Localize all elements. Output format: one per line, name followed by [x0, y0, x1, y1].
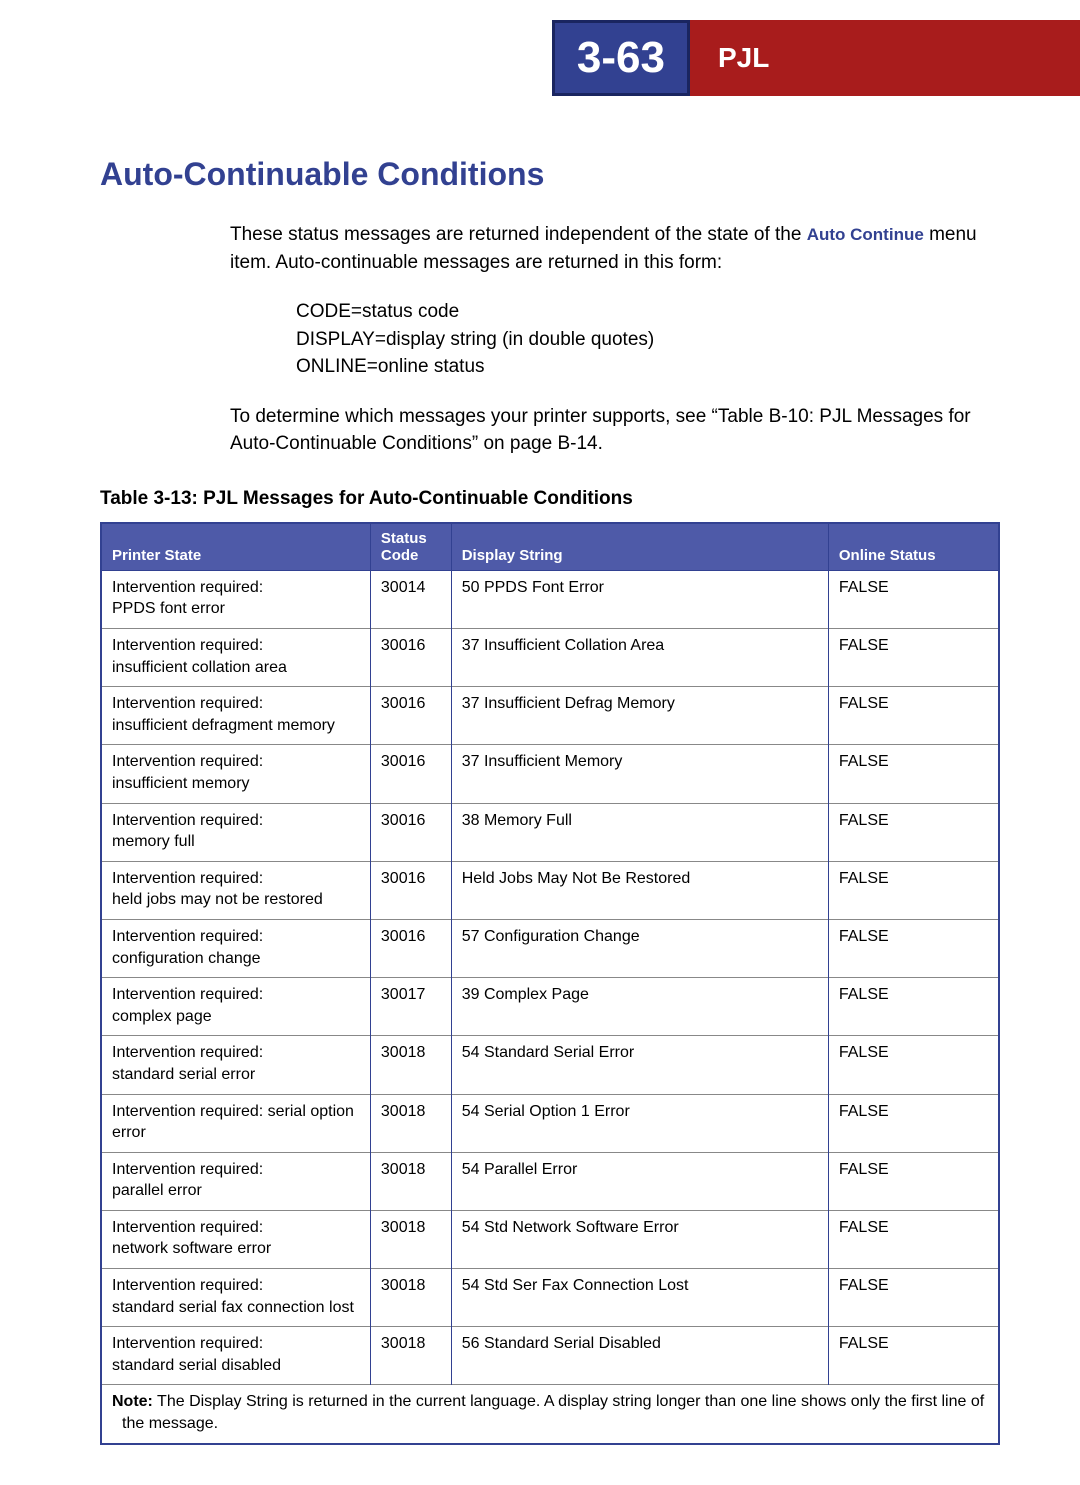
cell-status-code: 30016	[370, 803, 451, 861]
cell-display-string: 54 Serial Option 1 Error	[451, 1094, 828, 1152]
cell-online-status: FALSE	[828, 803, 999, 861]
cell-printer-state: Intervention required:standard serial di…	[101, 1327, 370, 1385]
cell-online-status: FALSE	[828, 1269, 999, 1327]
note-label: Note:	[112, 1393, 153, 1410]
col-header-online-status: Online Status	[828, 523, 999, 571]
table-row: Intervention required:memory full3001638…	[101, 803, 999, 861]
cell-status-code: 30018	[370, 1094, 451, 1152]
cell-display-string: 37 Insufficient Collation Area	[451, 629, 828, 687]
cell-display-string: 37 Insufficient Memory	[451, 745, 828, 803]
cell-status-code: 30018	[370, 1036, 451, 1094]
pjl-messages-table: Printer State Status Code Display String…	[100, 522, 1000, 1445]
table-caption: Table 3-13: PJL Messages for Auto-Contin…	[100, 488, 1000, 510]
cell-display-string: 54 Parallel Error	[451, 1152, 828, 1210]
cell-display-string: 38 Memory Full	[451, 803, 828, 861]
cell-printer-state: Intervention required: serial option err…	[101, 1094, 370, 1152]
col-header-status-code: Status Code	[370, 523, 451, 571]
col-header-printer-state: Printer State	[101, 523, 370, 571]
section-label: PJL	[718, 42, 769, 74]
cell-online-status: FALSE	[828, 1094, 999, 1152]
cell-online-status: FALSE	[828, 1210, 999, 1268]
note-line2: the message.	[112, 1413, 988, 1435]
table-row: Intervention required:insufficient colla…	[101, 629, 999, 687]
intro-paragraph-1: These status messages are returned indep…	[230, 221, 1000, 276]
table-row: Intervention required:standard serial fa…	[101, 1269, 999, 1327]
cell-status-code: 30016	[370, 745, 451, 803]
cell-online-status: FALSE	[828, 861, 999, 919]
intro-block: These status messages are returned indep…	[230, 221, 1000, 458]
cell-printer-state: Intervention required:complex page	[101, 978, 370, 1036]
cell-display-string: 39 Complex Page	[451, 978, 828, 1036]
table-header-row: Printer State Status Code Display String…	[101, 523, 999, 571]
cell-printer-state: Intervention required:configuration chan…	[101, 919, 370, 977]
cell-online-status: FALSE	[828, 629, 999, 687]
cell-display-string: 54 Std Network Software Error	[451, 1210, 828, 1268]
cell-status-code: 30018	[370, 1327, 451, 1385]
table-row: Intervention required:complex page300173…	[101, 978, 999, 1036]
auto-continue-link[interactable]: Auto Continue	[807, 225, 924, 244]
cell-status-code: 30016	[370, 629, 451, 687]
table-row: Intervention required:configuration chan…	[101, 919, 999, 977]
cell-printer-state: Intervention required:network software e…	[101, 1210, 370, 1268]
section-label-box: PJL	[690, 20, 1080, 96]
table-body: Intervention required:PPDS font error300…	[101, 570, 999, 1443]
cell-status-code: 30017	[370, 978, 451, 1036]
page-content: Auto-Continuable Conditions These status…	[0, 96, 1080, 1485]
table-row: Intervention required:network software e…	[101, 1210, 999, 1268]
cell-printer-state: Intervention required:parallel error	[101, 1152, 370, 1210]
cell-online-status: FALSE	[828, 745, 999, 803]
cell-display-string: 54 Std Ser Fax Connection Lost	[451, 1269, 828, 1327]
cell-display-string: 57 Configuration Change	[451, 919, 828, 977]
cell-printer-state: Intervention required:insufficient colla…	[101, 629, 370, 687]
table-note-cell: Note: The Display String is returned in …	[101, 1385, 999, 1444]
table-row: Intervention required:standard serial di…	[101, 1327, 999, 1385]
col-header-display-string: Display String	[451, 523, 828, 571]
table-row: Intervention required:held jobs may not …	[101, 861, 999, 919]
cell-online-status: FALSE	[828, 570, 999, 628]
cell-printer-state: Intervention required:PPDS font error	[101, 570, 370, 628]
cell-printer-state: Intervention required:standard serial er…	[101, 1036, 370, 1094]
cell-status-code: 30014	[370, 570, 451, 628]
cell-printer-state: Intervention required:memory full	[101, 803, 370, 861]
page-header: 3-63 PJL	[0, 0, 1080, 96]
cell-display-string: 56 Standard Serial Disabled	[451, 1327, 828, 1385]
cell-display-string: 54 Standard Serial Error	[451, 1036, 828, 1094]
message-format-block: CODE=status code DISPLAY=display string …	[296, 298, 1000, 381]
cell-online-status: FALSE	[828, 1152, 999, 1210]
cell-printer-state: Intervention required:insufficient defra…	[101, 687, 370, 745]
cell-display-string: 37 Insufficient Defrag Memory	[451, 687, 828, 745]
cell-printer-state: Intervention required:standard serial fa…	[101, 1269, 370, 1327]
cell-status-code: 30018	[370, 1210, 451, 1268]
table-row: Intervention required:PPDS font error300…	[101, 570, 999, 628]
cell-online-status: FALSE	[828, 919, 999, 977]
page-number-box: 3-63	[552, 20, 690, 96]
table-row: Intervention required:insufficient defra…	[101, 687, 999, 745]
intro-p1-prefix: These status messages are returned indep…	[230, 224, 807, 245]
format-line-code: CODE=status code	[296, 298, 1000, 326]
table-note-row: Note: The Display String is returned in …	[101, 1385, 999, 1444]
cell-online-status: FALSE	[828, 687, 999, 745]
table-row: Intervention required: serial option err…	[101, 1094, 999, 1152]
page-number: 3-63	[577, 33, 665, 82]
cell-printer-state: Intervention required:held jobs may not …	[101, 861, 370, 919]
table-row: Intervention required:parallel error3001…	[101, 1152, 999, 1210]
cell-online-status: FALSE	[828, 978, 999, 1036]
cell-display-string: 50 PPDS Font Error	[451, 570, 828, 628]
format-line-display: DISPLAY=display string (in double quotes…	[296, 326, 1000, 354]
format-line-online: ONLINE=online status	[296, 353, 1000, 381]
cell-status-code: 30018	[370, 1269, 451, 1327]
table-row: Intervention required:insufficient memor…	[101, 745, 999, 803]
intro-paragraph-2: To determine which messages your printer…	[230, 403, 1000, 458]
cell-status-code: 30016	[370, 687, 451, 745]
cell-printer-state: Intervention required:insufficient memor…	[101, 745, 370, 803]
table-row: Intervention required:standard serial er…	[101, 1036, 999, 1094]
cell-online-status: FALSE	[828, 1036, 999, 1094]
section-title: Auto-Continuable Conditions	[100, 156, 1000, 193]
cell-status-code: 30016	[370, 919, 451, 977]
cell-online-status: FALSE	[828, 1327, 999, 1385]
cell-status-code: 30016	[370, 861, 451, 919]
cell-status-code: 30018	[370, 1152, 451, 1210]
cell-display-string: Held Jobs May Not Be Restored	[451, 861, 828, 919]
